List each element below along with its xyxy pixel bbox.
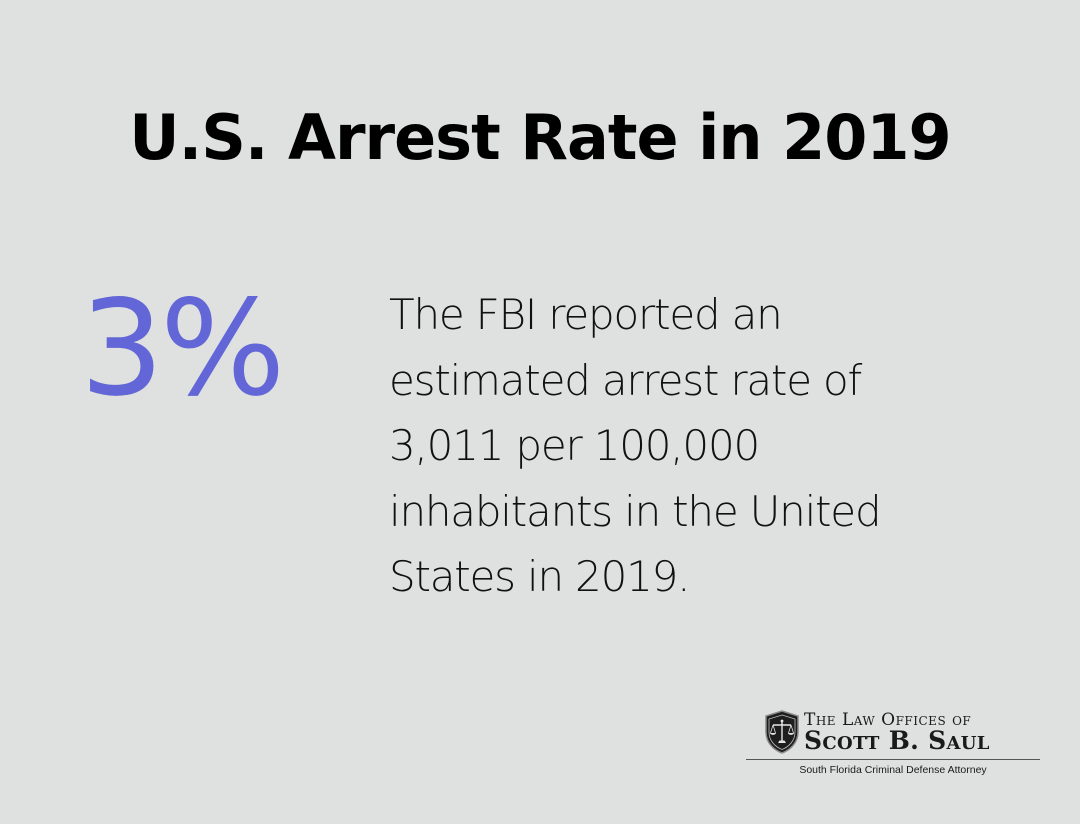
logo-firm-name: Scott B. Saul xyxy=(804,726,990,755)
scales-of-justice-shield-icon xyxy=(765,710,799,754)
law-firm-logo: The Law Offices of Scott B. Saul South F… xyxy=(746,708,1040,780)
page-title: U.S. Arrest Rate in 2019 xyxy=(129,101,951,174)
stat-description-line: States in 2019. xyxy=(389,552,690,601)
stat-description: The FBI reported an estimated arrest rat… xyxy=(389,282,989,610)
stat-description-line: The FBI reported an xyxy=(389,290,783,339)
logo-divider xyxy=(746,759,1040,760)
logo-firm-title: The Law Offices of xyxy=(804,710,972,730)
stat-description-line: 3,011 per 100,000 xyxy=(389,421,760,470)
stat-description-line: inhabitants in the United xyxy=(389,486,882,536)
stat-percentage: 3% xyxy=(80,272,285,426)
stat-description-line: estimated arrest rate of xyxy=(389,355,862,405)
logo-tagline: South Florida Criminal Defense Attorney xyxy=(799,764,987,776)
